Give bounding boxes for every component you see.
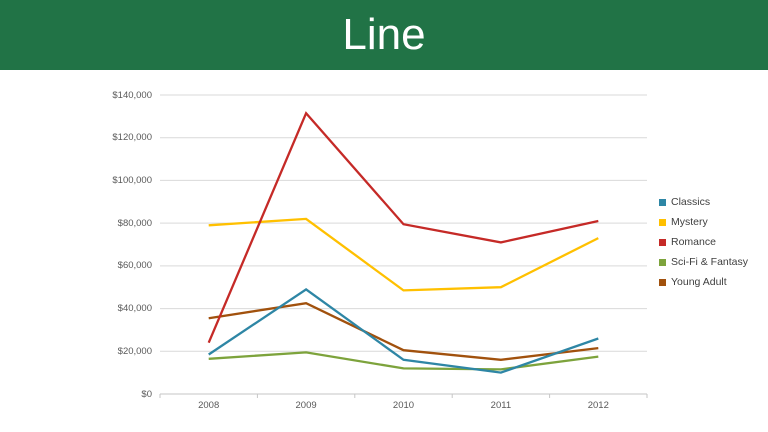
- legend-marker-icon: [659, 278, 666, 286]
- legend-label: Mystery: [671, 216, 708, 228]
- legend-marker-icon: [659, 258, 666, 266]
- legend-marker-icon: [659, 198, 666, 206]
- y-axis-label: $140,000: [112, 89, 152, 101]
- legend-label: Classics: [671, 196, 711, 208]
- legend-marker-icon: [659, 238, 666, 246]
- legend-item: Young Adult: [659, 272, 748, 292]
- series-line-classics: [208, 287, 599, 374]
- legend-label: Young Adult: [671, 276, 727, 288]
- legend-label: Sci-Fi & Fantasy: [671, 256, 749, 268]
- page-title: Line: [342, 10, 426, 59]
- y-axis-label: $120,000: [112, 132, 152, 144]
- series-line-young-adult: [208, 302, 599, 361]
- legend-item: Classics: [659, 192, 748, 212]
- x-axis-label: 2009: [295, 400, 317, 411]
- y-axis-label: $60,000: [117, 260, 152, 272]
- series-line-sci-fi-fantasy: [208, 351, 599, 371]
- chart-legend: Classics Mystery Romance Sci-Fi & Fantasy Yo…: [659, 192, 748, 292]
- y-axis-label: $20,000: [117, 345, 152, 357]
- y-axis-label: $40,000: [117, 303, 152, 315]
- x-axis-label: 2010: [392, 400, 415, 411]
- x-axis-label: 2012: [587, 400, 609, 411]
- series-line-mystery: [208, 217, 599, 292]
- legend-item: Mystery: [659, 212, 748, 232]
- legend-marker-icon: [659, 218, 666, 226]
- x-axis-label: 2011: [490, 400, 512, 411]
- legend-item: Romance: [659, 232, 748, 252]
- legend-label: Romance: [671, 236, 716, 248]
- y-axis-label: $80,000: [117, 217, 152, 229]
- legend-item: Sci-Fi & Fantasy: [659, 252, 748, 272]
- series-line-romance: [207, 111, 599, 344]
- y-axis-label: $0: [141, 388, 152, 400]
- x-axis-label: 2008: [198, 400, 220, 411]
- header-banner: Line: [0, 0, 768, 70]
- y-axis-label: $100,000: [112, 174, 152, 186]
